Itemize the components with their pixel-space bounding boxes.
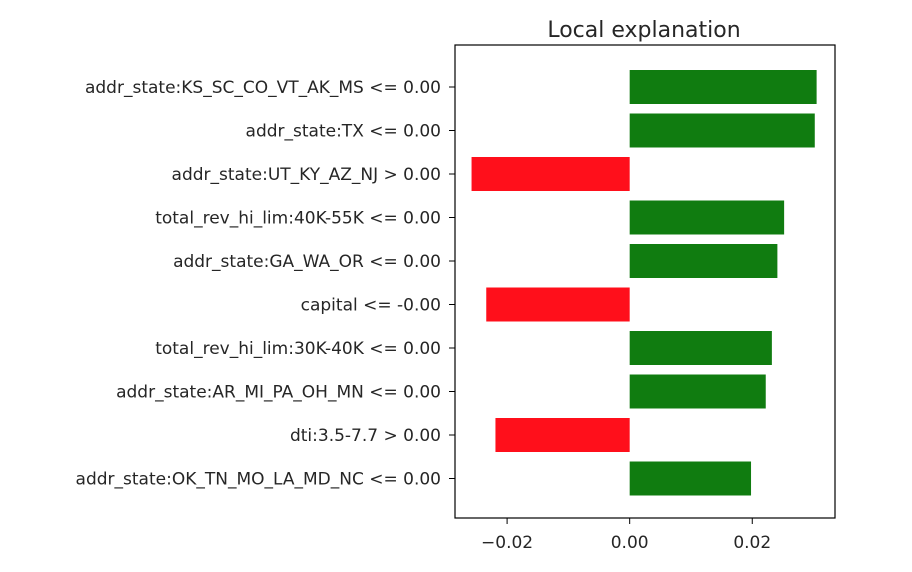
bar-4 <box>629 200 785 235</box>
axes-frame <box>454 44 836 519</box>
y-tick-label-1: addr_state:KS_SC_CO_VT_AK_MS <= 0.00 <box>85 78 441 98</box>
x-tick-label-1: −0.02 <box>481 533 533 553</box>
y-tick-label-7: total_rev_hi_lim:30K-40K <= 0.00 <box>155 339 441 359</box>
bar-2 <box>629 113 815 148</box>
y-tick-label-3: addr_state:UT_KY_AZ_NJ > 0.00 <box>172 165 441 185</box>
bars-group <box>471 70 817 496</box>
chart-title: Local explanation <box>547 18 740 43</box>
y-tick-label-6: capital <= -0.00 <box>301 296 441 316</box>
y-tick-labels: addr_state:KS_SC_CO_VT_AK_MS <= 0.00 addr… <box>76 78 455 490</box>
bar-7 <box>629 331 772 365</box>
y-tick-label-2: addr_state:TX <= 0.00 <box>246 122 441 142</box>
bar-3 <box>471 157 630 191</box>
bar-1 <box>629 70 817 104</box>
y-tick-label-4: total_rev_hi_lim:40K-55K <= 0.00 <box>155 209 441 229</box>
x-tick-label-2: 0.00 <box>611 533 649 553</box>
x-ticks: −0.02 0.00 0.02 <box>481 518 771 553</box>
bar-9 <box>495 418 630 452</box>
bar-6 <box>486 287 630 322</box>
bar-10 <box>629 461 752 496</box>
y-tick-label-5: addr_state:GA_WA_OR <= 0.00 <box>173 252 441 272</box>
y-tick-label-8: addr_state:AR_MI_PA_OH_MN <= 0.00 <box>116 383 441 403</box>
y-tick-label-9: dti:3.5-7.7 > 0.00 <box>290 426 441 446</box>
bar-8 <box>629 374 766 409</box>
x-tick-label-3: 0.02 <box>733 533 771 553</box>
bar-5 <box>629 244 778 278</box>
y-tick-label-10: addr_state:OK_TN_MO_LA_MD_NC <= 0.00 <box>76 470 441 490</box>
